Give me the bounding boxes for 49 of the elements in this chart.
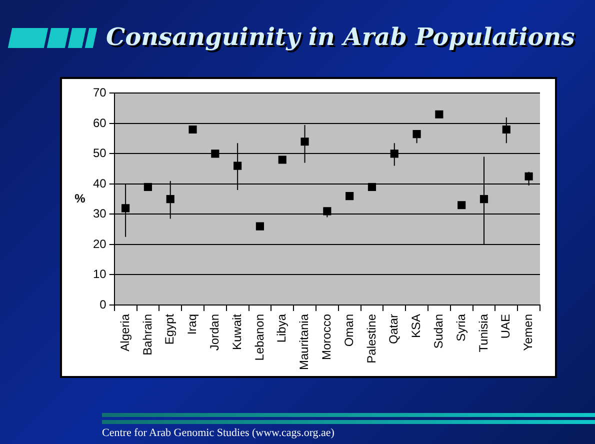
x-tick-label: Syria: [454, 314, 468, 342]
x-tick-label: Algeria: [118, 314, 132, 352]
y-tick-label: 10: [92, 267, 107, 282]
point: [256, 222, 264, 230]
x-tick-label: Kuwait: [230, 313, 244, 350]
x-tick-label: UAE: [498, 314, 513, 339]
y-tick-label: 30: [92, 206, 107, 221]
point: [300, 138, 309, 146]
x-tick-label: Iraq: [185, 314, 200, 335]
point: [122, 204, 130, 212]
y-tick-label: 20: [92, 236, 107, 251]
y-tick-label: 70: [92, 86, 107, 100]
x-tick-label: Tunisia: [476, 314, 490, 352]
chart-title: Consanguinity in Arab Populations: [106, 22, 575, 51]
point: [144, 182, 152, 192]
point: [502, 125, 510, 134]
point: [188, 125, 197, 134]
point: [524, 172, 533, 180]
point: [278, 156, 286, 164]
x-tick-label: Oman: [342, 314, 356, 347]
x-tick-label: Qatar: [386, 314, 401, 344]
point: [323, 207, 332, 216]
point: [368, 182, 376, 192]
x-tick-label: Bahrain: [140, 314, 154, 356]
x-tick-label: Palestine: [364, 314, 378, 364]
x-tick-label: Libya: [274, 314, 289, 343]
point: [435, 110, 444, 118]
point: [390, 150, 398, 158]
x-tick-label: Lebanon: [252, 314, 266, 361]
x-tick-label: Morocco: [319, 314, 334, 360]
y-tick-label: 40: [92, 176, 107, 190]
y-axis-title: %: [74, 191, 86, 206]
y-tick-label: 50: [92, 146, 107, 160]
point: [412, 130, 421, 138]
x-tick-label: KSA: [409, 314, 424, 338]
point: [480, 195, 488, 204]
point: [346, 192, 354, 200]
point: [166, 195, 174, 204]
y-tick-label: 0: [100, 297, 107, 312]
y-tick-label: 60: [92, 116, 107, 130]
x-tick-label: Mauritania: [297, 314, 312, 370]
x-tick-label: Egypt: [162, 313, 177, 345]
point: [211, 150, 220, 158]
text: Centre for Arab Genomic Studies (www.cags.org.ae): [102, 427, 334, 439]
x-tick-label: Yemen: [521, 314, 536, 351]
x-tick-label: Sudan: [432, 314, 446, 349]
x-tick-label: Jordan: [207, 314, 222, 351]
point: [234, 162, 242, 170]
point: [458, 201, 466, 210]
